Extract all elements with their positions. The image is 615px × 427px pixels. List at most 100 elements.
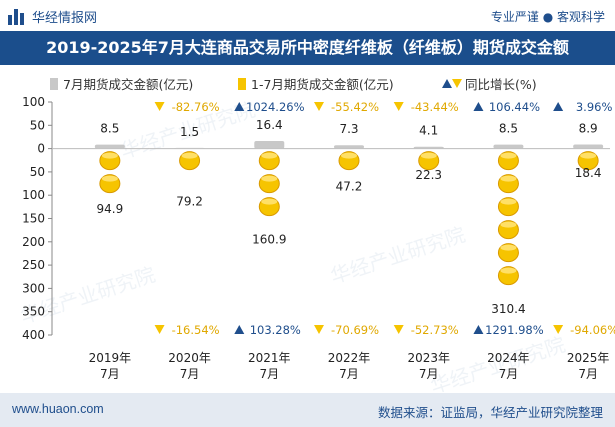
footer: www.huaon.com 数据来源：证监局，华经产业研究院整理 [0, 393, 615, 427]
down-arrow-icon [314, 102, 324, 111]
legend-swatch-monthly [50, 77, 58, 90]
growth-monthly-label: 106.44% [489, 100, 540, 114]
coin-top [500, 175, 517, 182]
x-tick-label: 7月 [419, 367, 439, 381]
growth-monthly-label: 3.96% [576, 100, 613, 114]
down-arrow-icon [314, 325, 324, 334]
label-monthly: 1.5 [180, 125, 199, 139]
bar-monthly [254, 140, 285, 149]
y-tick-label: 100 [22, 188, 45, 202]
growth-cumulative-label: 103.28% [250, 323, 301, 337]
up-arrow-icon [473, 102, 484, 111]
x-tick-label: 2022年 [328, 351, 371, 365]
label-cumulative: 22.3 [415, 168, 442, 182]
bar-monthly [413, 146, 444, 149]
coin-top [500, 267, 517, 274]
down-arrow-icon [154, 102, 165, 111]
legend-swatch-cumulative [238, 77, 246, 90]
growth-cumulative-label: 1291.98% [485, 323, 544, 337]
down-arrow-icon [553, 325, 564, 334]
label-cumulative: 18.4 [575, 166, 602, 180]
brand-name: 华经情报网 [32, 11, 98, 26]
label-monthly: 8.9 [579, 121, 598, 135]
chart-title: 2019-2025年7月大连商品交易所中密度纤维板（纤维板）期货成交金额 [0, 31, 615, 65]
up-arrow-icon [234, 325, 245, 334]
x-tick-label: 2021年 [248, 351, 291, 365]
x-tick-label: 7月 [578, 367, 598, 381]
coin-top [500, 152, 517, 159]
legend-label-growth: 同比增长(%) [465, 77, 537, 92]
coin-top [181, 152, 198, 159]
bar-monthly [334, 145, 364, 149]
y-tick-label: 150 [22, 212, 45, 226]
coin-top [420, 152, 437, 159]
y-tick-label: 350 [22, 305, 45, 319]
label-monthly: 8.5 [100, 122, 119, 136]
coin-top [101, 152, 118, 159]
y-tick-label: 250 [22, 258, 45, 272]
coin-top [500, 198, 517, 205]
x-tick-label: 7月 [180, 367, 200, 381]
up-arrow-icon [553, 102, 564, 111]
y-tick-label: 100 [22, 95, 45, 109]
label-monthly: 7.3 [339, 122, 358, 136]
watermark-text: 华经产业研究院 [328, 222, 469, 288]
label-cumulative: 94.9 [96, 202, 123, 216]
footer-website: www.huaon.com [12, 402, 104, 416]
brand: 华经情报网 [8, 7, 97, 26]
legend: 7月期货成交金额(亿元) 1-7月期货成交金额(亿元) 同比增长(%) [40, 72, 600, 92]
up-triangle-icon [442, 79, 452, 88]
bar-monthly [94, 144, 125, 149]
label-cumulative: 79.2 [176, 195, 203, 209]
chart-area: 华经产业研究院华经产业研究院华经产业研究院华经产业研究院100500501001… [18, 95, 615, 392]
x-tick-label: 7月 [339, 367, 359, 381]
label-monthly: 16.4 [256, 118, 283, 132]
coin-top [261, 152, 278, 159]
legend-label-monthly: 7月期货成交金额(亿元) [63, 77, 194, 92]
bar-monthly [174, 147, 205, 149]
legend-item-cumulative: 1-7月期货成交金额(亿元) [238, 74, 394, 93]
growth-monthly-label: -55.42% [331, 100, 379, 114]
label-cumulative: 47.2 [336, 180, 363, 194]
growth-monthly-label: -43.44% [411, 100, 459, 114]
legend-item-monthly: 7月期货成交金额(亿元) [50, 74, 193, 93]
coin-top [341, 152, 357, 159]
label-cumulative: 310.4 [491, 302, 525, 316]
x-tick-label: 2023年 [407, 351, 450, 365]
up-arrow-icon [234, 102, 245, 111]
down-arrow-icon [154, 325, 165, 334]
coin-top [101, 175, 118, 182]
header-tags: 专业严谨 ● 客观科学 [490, 10, 605, 24]
legend-label-cumulative: 1-7月期货成交金额(亿元) [251, 77, 394, 92]
label-cumulative: 160.9 [252, 233, 286, 247]
coin-top [261, 198, 278, 205]
y-tick-label: 50 [30, 118, 45, 132]
up-arrow-icon [473, 325, 484, 334]
y-tick-label: 0 [37, 142, 45, 156]
x-tick-label: 2025年 [567, 351, 610, 365]
logo-icon [8, 8, 26, 25]
y-tick-label: 200 [22, 235, 45, 249]
y-tick-label: 300 [22, 281, 45, 295]
down-arrow-icon [393, 325, 404, 334]
x-tick-label: 7月 [499, 367, 519, 381]
x-tick-label: 2020年 [168, 351, 211, 365]
top-bar: 华经情报网 专业严谨 ● 客观科学 [0, 0, 615, 30]
coin-top [500, 244, 517, 251]
coin-top [580, 152, 597, 159]
x-tick-label: 7月 [100, 367, 120, 381]
down-triangle-icon [452, 79, 462, 88]
growth-monthly-label: -82.76% [172, 100, 220, 114]
growth-cumulative-label: -70.69% [331, 323, 379, 337]
x-tick-label: 7月 [259, 367, 279, 381]
y-tick-label: 50 [30, 165, 45, 179]
label-monthly: 4.1 [419, 124, 438, 138]
coin-top [261, 175, 278, 182]
y-tick-label: 400 [22, 328, 45, 342]
growth-cumulative-label: -16.54% [172, 323, 220, 337]
bar-monthly [573, 144, 604, 149]
growth-monthly-label: 1024.26% [246, 100, 305, 114]
coin-top [500, 221, 517, 228]
x-tick-label: 2019年 [89, 351, 132, 365]
label-monthly: 8.5 [499, 122, 518, 136]
